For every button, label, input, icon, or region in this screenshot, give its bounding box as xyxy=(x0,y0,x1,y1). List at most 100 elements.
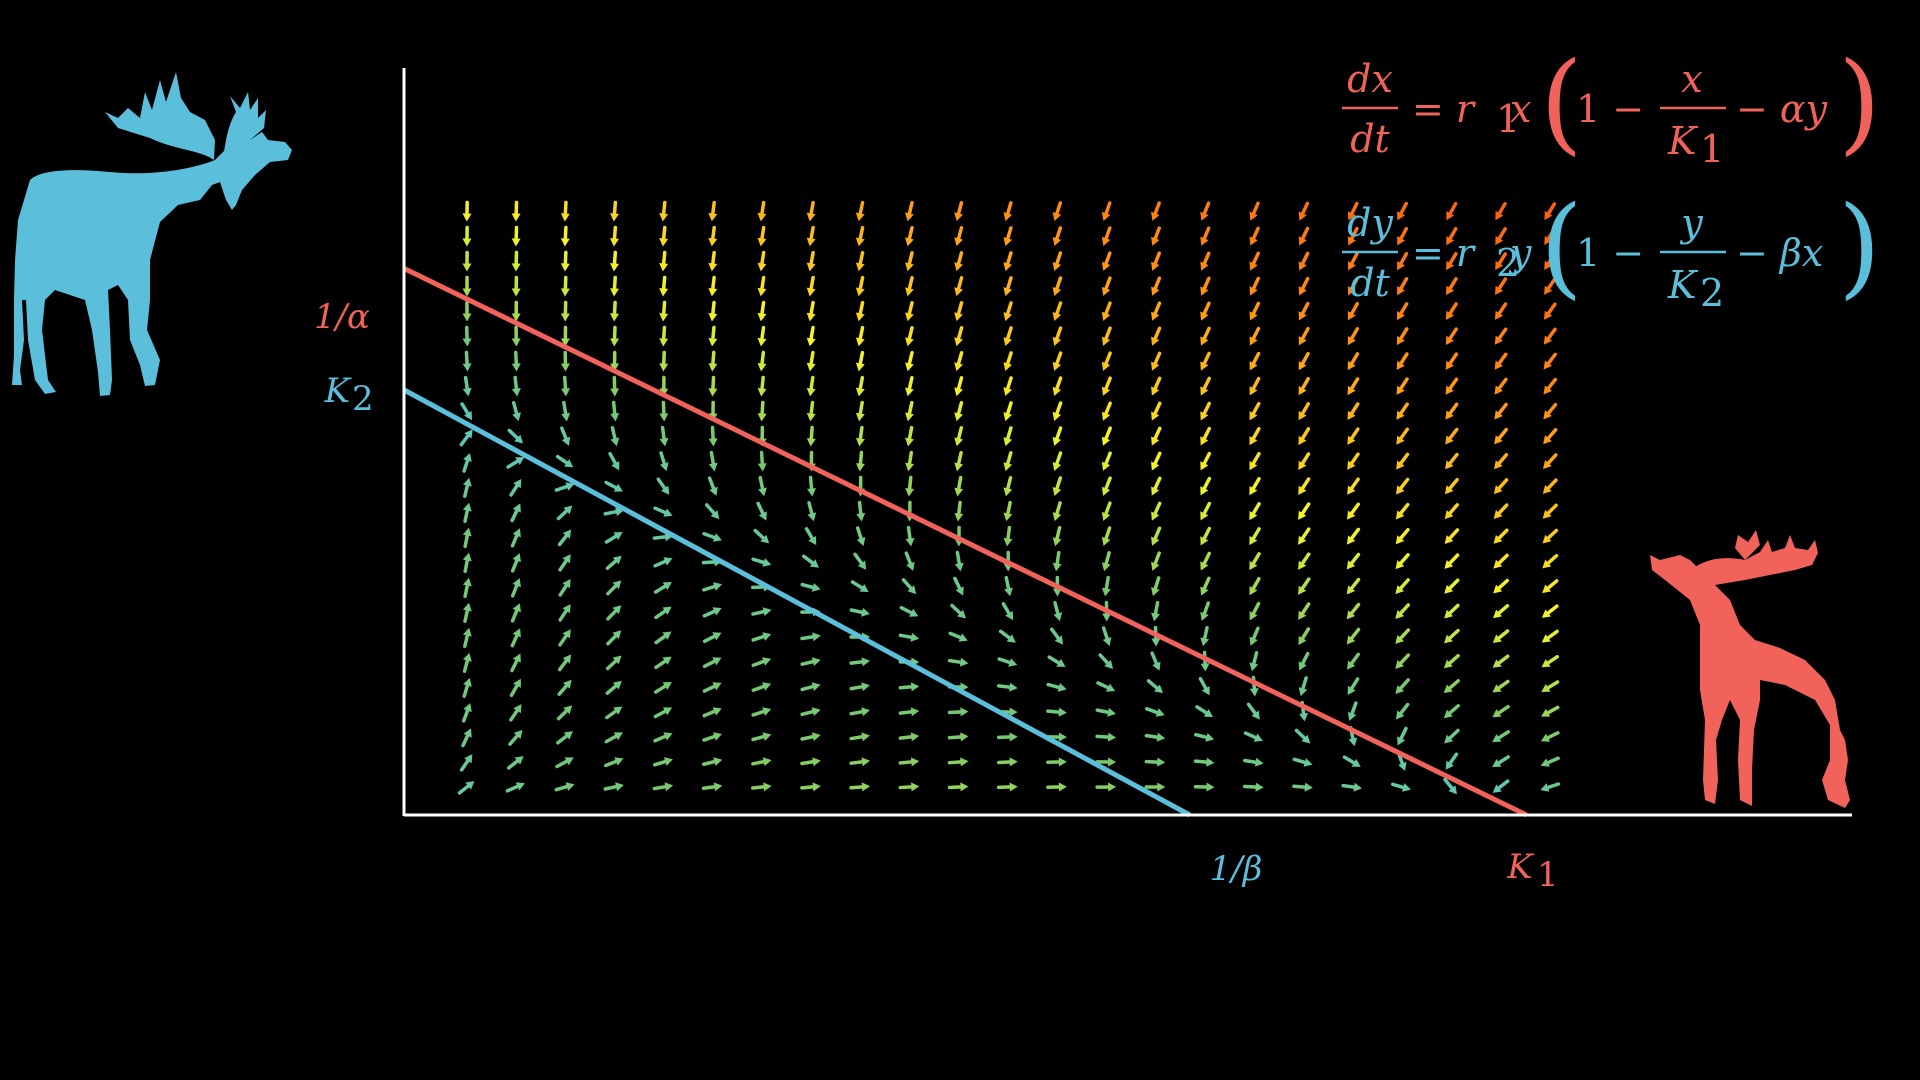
field-arrow xyxy=(1494,402,1508,420)
field-arrow xyxy=(462,552,472,574)
field-arrow xyxy=(849,607,870,617)
field-arrow xyxy=(1396,452,1410,470)
field-arrow xyxy=(1542,503,1558,519)
field-arrow xyxy=(511,325,521,347)
field-arrow xyxy=(751,607,772,617)
svg-text:K: K xyxy=(324,371,353,411)
field-arrow xyxy=(1151,551,1161,571)
field-arrow xyxy=(751,682,772,692)
field-arrow xyxy=(806,400,816,422)
field-arrow xyxy=(1200,501,1212,521)
field-arrow xyxy=(1052,276,1063,296)
field-arrow xyxy=(996,782,1018,792)
field-arrow xyxy=(659,300,669,322)
field-arrow xyxy=(511,225,521,247)
field-arrow xyxy=(1151,276,1162,296)
field-arrow xyxy=(1200,401,1212,421)
field-arrow xyxy=(1198,676,1210,696)
field-arrow xyxy=(1395,678,1410,695)
field-arrow xyxy=(1101,351,1112,371)
field-arrow xyxy=(1540,731,1560,742)
field-arrow xyxy=(1298,577,1311,595)
field-arrow xyxy=(757,200,767,222)
field-arrow xyxy=(708,300,718,322)
field-arrow xyxy=(905,475,915,497)
field-arrow xyxy=(807,475,817,497)
field-arrow xyxy=(702,607,722,618)
field-arrow xyxy=(1101,201,1112,221)
field-arrow xyxy=(459,429,473,447)
field-arrow xyxy=(560,350,570,372)
field-arrow xyxy=(1003,476,1013,497)
field-arrow xyxy=(708,350,718,372)
field-arrow xyxy=(460,402,473,421)
field-arrow xyxy=(751,757,772,767)
svg-text:(: ( xyxy=(1540,38,1583,166)
field-arrow xyxy=(1101,626,1112,647)
field-arrow xyxy=(708,200,718,222)
field-arrow xyxy=(604,531,623,544)
field-arrow xyxy=(1145,707,1165,717)
field-arrow xyxy=(1347,701,1358,721)
field-arrow xyxy=(800,582,821,592)
field-arrow xyxy=(561,400,571,422)
field-arrow xyxy=(1494,453,1509,470)
field-arrow xyxy=(653,557,673,568)
field-arrow xyxy=(806,275,816,297)
field-arrow xyxy=(1346,577,1361,595)
field-arrow xyxy=(1298,602,1311,620)
svg-text:2: 2 xyxy=(1700,271,1724,315)
field-arrow xyxy=(1003,451,1013,472)
field-arrow xyxy=(462,275,472,297)
field-arrow xyxy=(1397,201,1408,221)
field-arrow xyxy=(1101,526,1112,547)
field-arrow xyxy=(1298,326,1310,346)
field-arrow xyxy=(1444,553,1460,569)
field-arrow xyxy=(1347,352,1360,371)
field-arrow xyxy=(1492,704,1510,718)
field-arrow xyxy=(1292,757,1313,767)
field-arrow xyxy=(606,580,622,596)
field-arrow xyxy=(659,275,669,297)
field-arrow xyxy=(1395,502,1410,520)
svg-text:− βx: − βx xyxy=(1736,231,1823,275)
field-arrow xyxy=(1445,377,1459,395)
field-arrow xyxy=(1249,626,1260,646)
field-arrow xyxy=(702,582,723,592)
field-arrow xyxy=(1493,503,1509,519)
field-arrow xyxy=(603,782,624,792)
field-arrow xyxy=(659,200,669,222)
field-arrow xyxy=(1151,401,1162,421)
field-arrow xyxy=(1443,679,1460,694)
field-arrow xyxy=(905,226,914,247)
field-arrow xyxy=(1249,376,1261,396)
field-arrow xyxy=(947,707,969,717)
field-arrow xyxy=(608,451,620,471)
field-arrow xyxy=(462,627,472,648)
field-arrow xyxy=(1003,326,1013,347)
field-arrow xyxy=(898,732,920,742)
field-arrow xyxy=(849,707,870,717)
field-arrow xyxy=(1395,553,1410,570)
field-arrow xyxy=(1052,526,1062,547)
field-arrow xyxy=(462,250,472,272)
field-arrow xyxy=(905,351,914,372)
field-arrow xyxy=(1395,527,1410,545)
field-arrow xyxy=(1101,376,1112,396)
field-arrow xyxy=(708,225,718,247)
field-arrow xyxy=(1144,782,1166,792)
field-arrow xyxy=(1200,601,1211,621)
field-arrow xyxy=(511,275,521,297)
field-arrow xyxy=(1347,377,1360,396)
field-arrow xyxy=(1095,782,1117,792)
field-arrow xyxy=(1151,476,1162,496)
field-arrow xyxy=(954,251,964,272)
field-arrow xyxy=(702,632,722,644)
field-arrow xyxy=(1347,226,1359,246)
field-arrow xyxy=(1493,578,1509,594)
field-arrow xyxy=(653,707,673,719)
field-arrow xyxy=(1144,732,1166,742)
field-arrow xyxy=(996,732,1018,742)
field-arrow xyxy=(560,225,570,247)
field-arrow xyxy=(806,225,816,247)
